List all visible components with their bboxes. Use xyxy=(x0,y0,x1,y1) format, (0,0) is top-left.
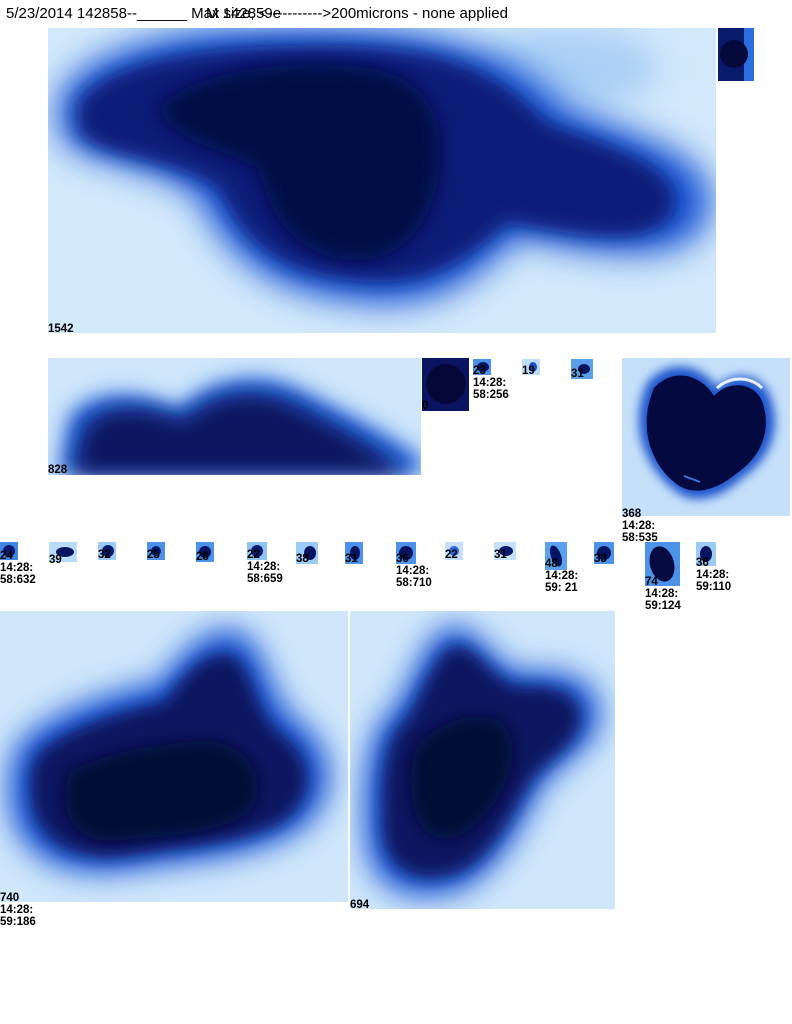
particle-label-31b: 31 xyxy=(345,553,358,565)
particle-image-19: 19 xyxy=(522,359,542,377)
particle-image-31a: 31 xyxy=(571,359,595,381)
particle-label-32: 32 xyxy=(98,549,111,561)
particle-image-828: 828 xyxy=(48,358,421,475)
particle-label-22a: 22 14:28: 58:659 xyxy=(247,549,283,585)
particle-image-23: 23 14:28: 58:256 xyxy=(473,359,521,404)
particle-image-694: 694 xyxy=(350,611,615,911)
particle-image-32: 32 xyxy=(98,542,118,562)
particle-image-74: 74 14:28: 59:124 xyxy=(645,542,693,614)
particle-label-31c: 31 xyxy=(494,549,507,561)
particle-image-edge xyxy=(718,28,754,81)
particle-image-740: 740 14:28: 59:186 xyxy=(0,611,350,931)
particle-image-22a: 22 14:28: 58:659 xyxy=(247,542,295,590)
particle-label-48: 48 14:28: 59: 21 xyxy=(545,558,579,594)
particle-image-24: 24 14:28: 58:632 xyxy=(0,542,48,590)
particle-label-31a: 31 xyxy=(571,368,584,380)
particle-label-23: 23 14:28: 58:256 xyxy=(473,365,509,401)
particle-image-368: 368 14:28: 58:535 xyxy=(622,358,790,544)
particle-label-36b: 36 14:28: 59:110 xyxy=(696,557,732,593)
particle-label-19: 19 xyxy=(522,365,535,377)
particle-image-25: 25 xyxy=(147,542,167,562)
particle-image-31c: 31 xyxy=(494,542,518,562)
particle-image-36b: 36 14:28: 59:110 xyxy=(696,542,744,594)
particle-label-24: 24 14:28: 58:632 xyxy=(0,550,36,586)
particle-label-22b: 22 xyxy=(445,549,458,561)
particle-image-48: 48 14:28: 59: 21 xyxy=(545,542,593,598)
particle-label-368: 368 14:28: 58:535 xyxy=(622,508,658,544)
particle-label-740: 740 14:28: 59:186 xyxy=(0,892,36,928)
particle-label-25: 25 xyxy=(147,549,160,561)
particle-label-36a: 36 14:28: 58:710 xyxy=(396,553,432,589)
particle-image-31b: 31 xyxy=(345,542,365,566)
particle-label-38a: 38 xyxy=(296,553,309,565)
particle-image-22b: 22 xyxy=(445,542,465,562)
particle-image-28: 28 xyxy=(196,542,216,564)
particle-image-36a: 36 14:28: 58:710 xyxy=(396,542,444,592)
particle-image-33: 33 xyxy=(594,542,616,566)
particle-image-38a: 38 xyxy=(296,542,320,566)
particle-label-39: 39 xyxy=(49,554,62,566)
particle-image-1542: 1542 xyxy=(48,28,716,333)
particle-label-828: 828 xyxy=(48,464,68,475)
header-overlap-text: M 142859e xyxy=(206,5,282,22)
page-header: 5/23/2014 142858--______ Max size, <----… xyxy=(6,5,508,23)
particle-label-74: 74 14:28: 59:124 xyxy=(645,576,681,612)
particle-image-0: 0 xyxy=(422,358,469,411)
particle-label-0: 0 xyxy=(422,400,429,411)
particle-label-694: 694 xyxy=(350,899,370,911)
particle-image-39: 39 xyxy=(49,542,79,568)
header-text: 5/23/2014 142858--______ Max size, <----… xyxy=(6,5,508,22)
particle-label-28: 28 xyxy=(196,551,209,563)
particle-label-1542: 1542 xyxy=(48,323,74,333)
particle-label-33: 33 xyxy=(594,553,607,565)
